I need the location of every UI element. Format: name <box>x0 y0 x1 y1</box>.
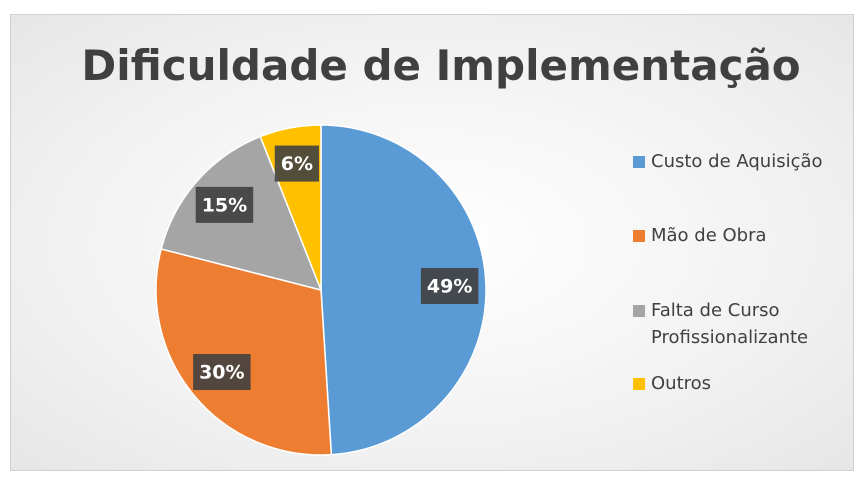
data-label-text: 49% <box>427 275 472 297</box>
legend-label: Mão de Obra <box>651 225 767 246</box>
data-label-text: 15% <box>202 194 247 216</box>
legend-swatch <box>633 230 645 242</box>
data-label: 15% <box>195 186 254 223</box>
pie-slice <box>155 248 333 456</box>
legend-label: Custo de Aquisição <box>651 151 823 172</box>
legend-item: Falta de Curso Profissionalizante <box>633 297 853 351</box>
data-label-text: 30% <box>199 362 244 384</box>
data-label: 6% <box>274 145 320 182</box>
pie-slice <box>320 124 487 456</box>
legend-swatch <box>633 156 645 168</box>
legend-label: Falta de Curso Profissionalizante <box>651 300 809 348</box>
data-label-text: 6% <box>281 153 313 175</box>
legend-label: Outros <box>651 373 712 394</box>
data-label-box <box>195 186 254 223</box>
legend-item: Mão de Obra <box>633 222 767 249</box>
chart-title: Dificuldade de Implementação <box>81 41 800 90</box>
data-label: 30% <box>193 354 251 391</box>
legend-swatch <box>633 378 645 390</box>
data-label-box <box>420 267 479 304</box>
data-label-box <box>274 145 320 182</box>
data-label: 49% <box>420 267 479 304</box>
legend-item: Custo de Aquisição <box>633 148 823 175</box>
data-label-box <box>193 354 251 391</box>
legend-item: Outros <box>633 370 711 397</box>
legend-swatch <box>633 305 645 317</box>
